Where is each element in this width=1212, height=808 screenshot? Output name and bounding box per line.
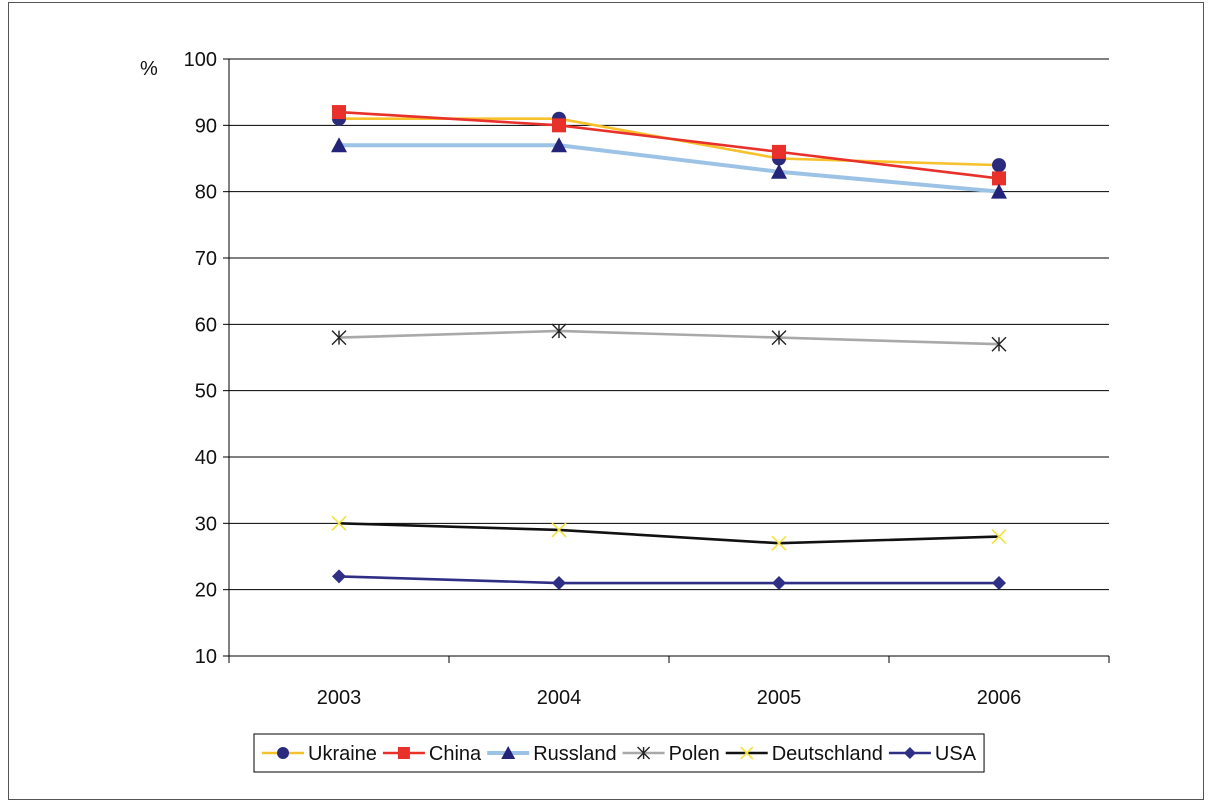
- data-point: [552, 576, 566, 591]
- legend-swatch-marker: [397, 747, 410, 759]
- legend-label: Deutschland: [772, 743, 883, 765]
- data-point: [771, 535, 787, 551]
- legend-item-polen: Polen: [622, 743, 720, 765]
- series-line: [339, 143, 1000, 194]
- series-polen: [331, 323, 1007, 352]
- data-point: [991, 183, 1007, 199]
- legend-swatch-marker: [501, 746, 516, 759]
- data-point: [771, 163, 787, 179]
- legend-swatch-marker: [903, 747, 916, 759]
- x-tick-labels: 2003 2004 2005 2006: [228, 656, 1110, 709]
- y-axis-label: %: [140, 58, 158, 80]
- x-tick-label: 2006: [977, 687, 1022, 709]
- series-group: [331, 105, 1007, 591]
- y-tick-label: 90: [195, 115, 217, 137]
- legend-item-ukraine: Ukraine: [262, 743, 377, 765]
- data-point: [552, 118, 566, 133]
- y-tick-label: 40: [195, 447, 217, 469]
- data-point: [991, 529, 1007, 545]
- chart-frame: [8, 2, 1204, 800]
- series-china: [332, 105, 1006, 186]
- series-line: [338, 522, 1000, 545]
- series-line: [338, 575, 999, 585]
- data-point: [992, 171, 1006, 186]
- data-point: [992, 158, 1006, 173]
- grid-lines: [223, 58, 1109, 657]
- legend-item-usa: USA: [888, 743, 977, 765]
- data-point: [332, 569, 346, 584]
- data-point: [991, 336, 1007, 352]
- data-point: [551, 522, 567, 538]
- legend-box: [253, 733, 985, 773]
- legend-label: USA: [935, 743, 977, 765]
- data-point: [992, 576, 1006, 591]
- series-line: [338, 329, 1000, 346]
- axes: [228, 59, 1109, 657]
- series-line: [338, 110, 1000, 180]
- series-usa: [332, 569, 1006, 591]
- y-tick-labels: 10 20 30 40 50 60 70 80 90 100: [184, 49, 217, 668]
- y-tick-label: 30: [195, 513, 217, 535]
- y-tick-label: 60: [195, 314, 217, 336]
- y-tick-label: 70: [195, 248, 217, 270]
- x-tick-label: 2005: [757, 687, 802, 709]
- legend-label: Russland: [533, 743, 616, 765]
- data-point: [772, 144, 786, 159]
- data-point: [332, 105, 346, 120]
- legend-swatch-marker: [277, 747, 289, 759]
- y-tick-label: 10: [195, 646, 217, 668]
- y-tick-label: 80: [195, 182, 217, 204]
- y-tick-label: 100: [184, 49, 217, 71]
- data-point: [771, 330, 787, 346]
- data-point: [331, 137, 347, 153]
- x-tick-label: 2003: [317, 687, 362, 709]
- x-tick-label: 2004: [537, 687, 582, 709]
- legend-item-russland: Russland: [487, 743, 617, 765]
- y-tick-label: 20: [195, 580, 217, 602]
- series-russland: [331, 137, 1007, 199]
- legend-swatch-marker: [740, 746, 754, 760]
- legend-item-china: China: [382, 743, 482, 765]
- legend-item-deutschland: Deutschland: [725, 743, 883, 765]
- data-point: [331, 330, 347, 346]
- legend-label: China: [429, 743, 482, 765]
- legend: Ukraine China Russland Polen Deutschland USA: [253, 733, 985, 773]
- legend-swatch-marker: [637, 746, 651, 760]
- data-point: [551, 323, 567, 339]
- legend-label: Polen: [669, 743, 720, 765]
- legend-label: Ukraine: [308, 743, 377, 765]
- data-point: [772, 576, 786, 591]
- data-point: [551, 137, 567, 153]
- data-point: [331, 515, 347, 531]
- y-tick-label: 50: [195, 381, 217, 403]
- series-ukraine: [332, 111, 1006, 173]
- series-deutschland: [331, 515, 1007, 551]
